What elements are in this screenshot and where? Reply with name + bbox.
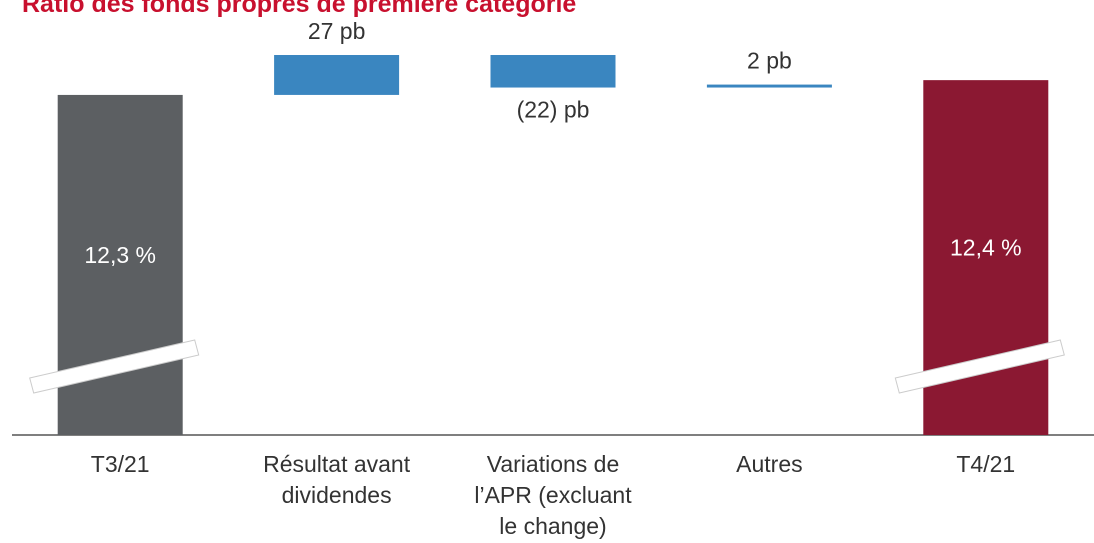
x-tick-label: T3/21 xyxy=(91,451,150,477)
bar xyxy=(274,55,400,95)
x-tick-label: Variations de l’APR (excluant le change) xyxy=(474,451,632,539)
x-tick-label: Autres xyxy=(736,451,802,477)
chart-title: Ratio des fonds propres de première caté… xyxy=(22,0,576,18)
value-label: 12,4 % xyxy=(950,235,1022,261)
x-tick-label: Résultat avant dividendes xyxy=(263,451,411,508)
value-label: 27 pb xyxy=(308,18,366,44)
value-label: 12,3 % xyxy=(84,242,156,268)
axis-break xyxy=(894,339,1065,394)
value-label: (22) pb xyxy=(517,97,590,123)
axis-break xyxy=(29,339,200,394)
bar xyxy=(490,55,616,88)
bar xyxy=(706,84,832,88)
value-label: 2 pb xyxy=(747,48,792,74)
x-tick-label: T4/21 xyxy=(956,451,1015,477)
